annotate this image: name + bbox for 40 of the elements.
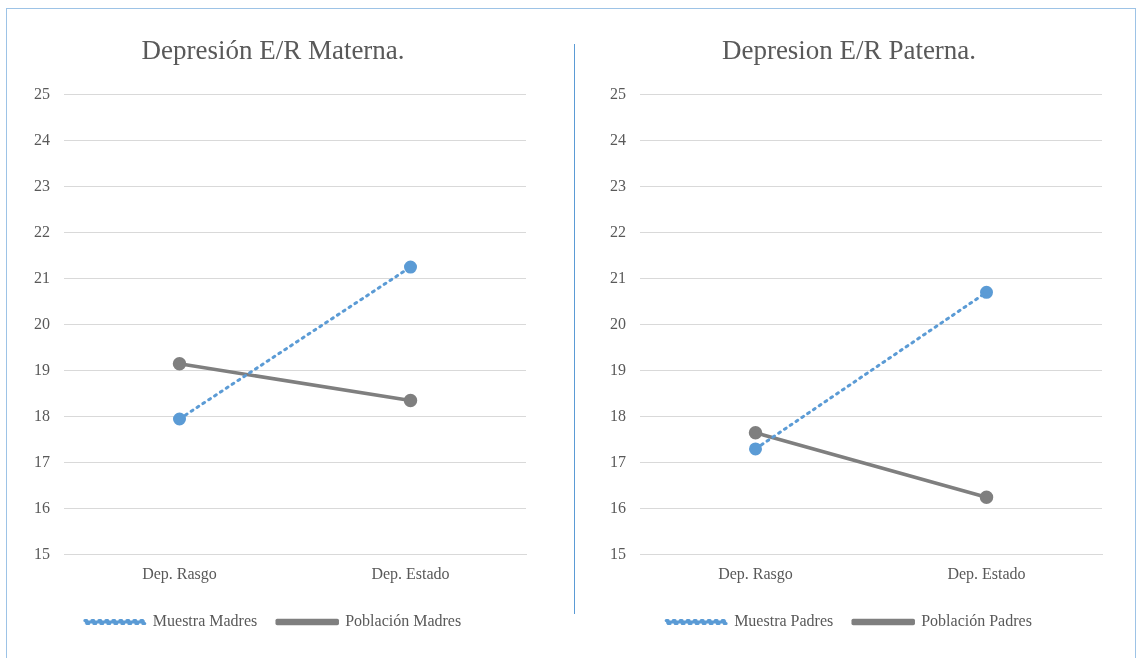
y-tick-label: 21	[610, 268, 626, 286]
y-tick-label: 16	[610, 498, 626, 516]
y-tick-label: 22	[610, 222, 626, 240]
y-tick-label: 22	[34, 222, 50, 240]
x-tick-label: Dep. Estado	[947, 564, 1026, 583]
x-tick-label: Dep. Rasgo	[142, 564, 217, 583]
y-tick-label: 24	[610, 130, 626, 148]
point	[403, 393, 418, 408]
legend-label: Población Padres	[921, 612, 1032, 630]
y-tick-label: 16	[34, 498, 50, 516]
y-tick-label: 20	[34, 314, 50, 332]
point	[172, 356, 187, 371]
y-tick-label: 25	[610, 84, 626, 102]
y-tick-label: 24	[34, 130, 50, 148]
point	[173, 412, 186, 426]
point	[748, 426, 763, 440]
point	[979, 490, 994, 504]
y-tick-label: 19	[34, 360, 50, 378]
legend-label: Muestra Padres	[734, 612, 834, 630]
chart-title: Depresion E/R Paterna.	[721, 35, 977, 66]
x-tick-label: Dep. Rasgo	[718, 564, 793, 583]
y-tick-label: 20	[610, 314, 626, 332]
point	[980, 285, 993, 299]
legend-label: Muestra Madres	[152, 612, 258, 630]
chart-title: Depresión E/R Materna.	[141, 35, 405, 66]
legend-label: Población Madres	[345, 612, 462, 630]
point	[749, 442, 762, 456]
y-tick-label: 19	[610, 360, 626, 378]
y-tick-label: 23	[34, 176, 50, 194]
y-tick-label: 15	[610, 545, 626, 562]
y-tick-label: 15	[34, 545, 50, 562]
point	[404, 260, 417, 274]
y-tick-label: 17	[610, 452, 626, 470]
y-tick-label: 23	[610, 176, 626, 194]
x-tick-label: Dep. Estado	[371, 564, 450, 583]
y-tick-label: 18	[34, 406, 50, 424]
y-tick-label: 18	[610, 406, 626, 424]
y-tick-label: 21	[34, 268, 50, 286]
y-tick-label: 25	[34, 84, 50, 102]
y-tick-label: 17	[34, 452, 50, 470]
